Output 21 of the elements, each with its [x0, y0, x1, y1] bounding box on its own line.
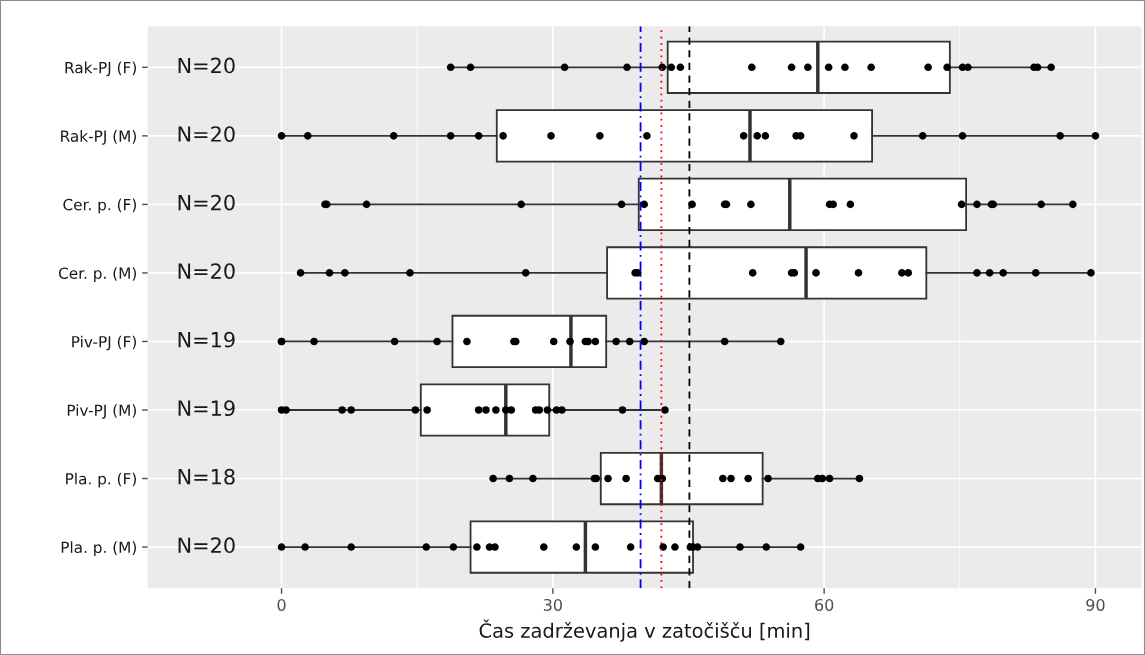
y-tick-label: Pla. p. (M) [61, 541, 136, 557]
annotation: N=19 [178, 331, 235, 348]
annotation: N=20 [178, 537, 235, 554]
x-tick-label: 60 [815, 598, 834, 611]
x-tick-label: 90 [1086, 598, 1105, 611]
y-tick-label: Rak-PJ (M) [61, 130, 136, 145]
annotation: N=20 [178, 263, 235, 279]
y-tick-label: Cer. p. (F) [63, 198, 136, 214]
y-tick-label: Piv-PJ (M) [67, 404, 136, 419]
y-tick-label: Piv-PJ (F) [72, 335, 136, 351]
x-tick-label: 0 [277, 598, 286, 611]
x-axis-title: Čas zadrževanja v zatočišču [min] [479, 619, 810, 642]
annotation: N=18 [178, 468, 235, 485]
annotation: N=20 [178, 57, 235, 74]
x-tick-label: 30 [543, 598, 562, 611]
y-tick-label: Cer. p. (M) [58, 267, 136, 282]
y-tick-label: Rak-PJ (F) [65, 61, 136, 77]
annotation: N=19 [178, 400, 235, 417]
annotation: N=20 [178, 126, 235, 142]
annotation: N=20 [178, 194, 235, 211]
y-tick-label: Pla. p. (F) [66, 472, 136, 488]
